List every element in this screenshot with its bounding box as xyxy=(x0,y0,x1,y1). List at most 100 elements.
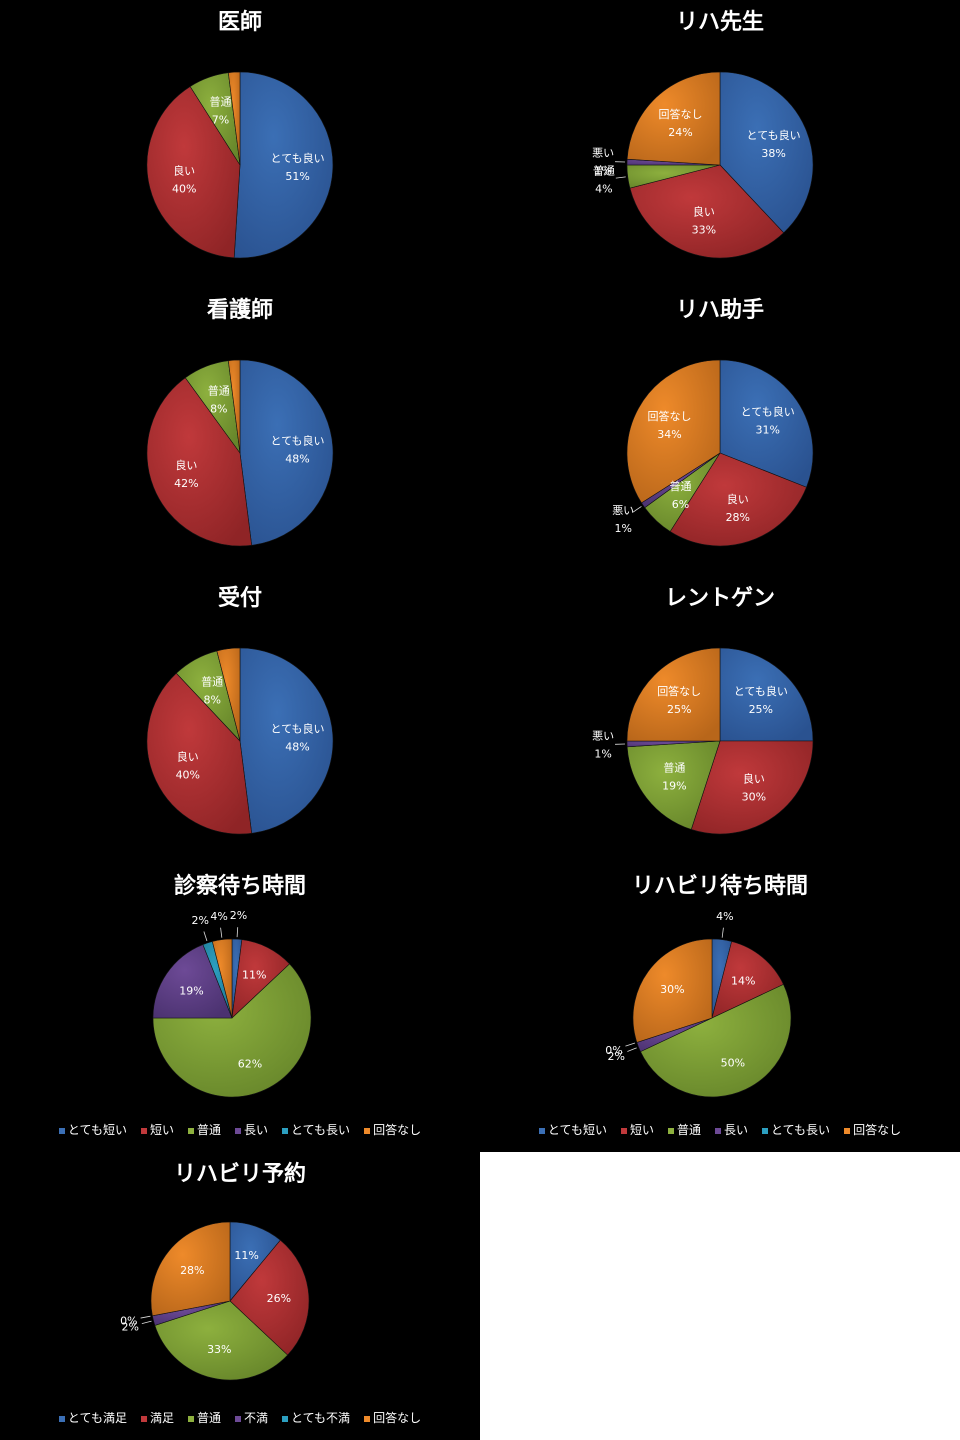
legend-swatch xyxy=(235,1127,241,1134)
pie-slice xyxy=(229,1239,310,1356)
pie-slice xyxy=(239,647,334,834)
slice-label: 2% xyxy=(191,914,208,927)
legend-label: 回答なし xyxy=(373,1411,422,1425)
legend-entry: 普通 xyxy=(667,1121,701,1138)
slice-label: 2% xyxy=(607,1050,624,1063)
legend-swatch xyxy=(762,1127,769,1134)
legend-entry: 短い xyxy=(140,1121,174,1138)
slice-label: 28% xyxy=(726,511,750,524)
slice-label: 8% xyxy=(203,694,220,707)
slice-label: とても良い xyxy=(270,433,324,447)
leader-line xyxy=(615,176,626,179)
chart-title: 医師 xyxy=(217,10,262,35)
slice-label: 良い xyxy=(175,458,197,472)
pie-chart: とても良い 48% 良い 40% 普通 8% xyxy=(146,647,334,835)
chart-title: リハビリ待ち時間 xyxy=(631,874,808,899)
slice-label: 24% xyxy=(668,126,692,139)
slice-label: 良い xyxy=(177,750,199,764)
slice-label: 回答なし xyxy=(657,684,701,698)
pie-slice xyxy=(150,1221,231,1317)
pie-slice xyxy=(239,359,334,546)
slice-label: 8% xyxy=(210,402,227,415)
legend-label: 長い xyxy=(724,1123,749,1137)
pie-slice xyxy=(146,672,252,835)
leader-line xyxy=(220,927,223,938)
slice-label: 11% xyxy=(234,1249,258,1262)
chart-title: 看護師 xyxy=(206,298,273,323)
chart-title: 受付 xyxy=(217,586,262,611)
leader-line xyxy=(625,1042,636,1047)
pie-chart: 11% 26% 33% 2%0% 28% xyxy=(120,1221,310,1381)
slice-label: 48% xyxy=(285,452,309,465)
leader-line xyxy=(721,927,724,938)
chart-panel: とても良い 48% 良い 40% 普通 8% 受付 xyxy=(0,576,480,864)
legend-entry: とても不満 xyxy=(282,1409,350,1426)
legend-entry: とても長い xyxy=(762,1121,830,1138)
slice-label: とても良い xyxy=(270,721,324,735)
legend-swatch xyxy=(715,1127,721,1134)
chart-title: リハ助手 xyxy=(675,298,764,323)
pie-chart: 2% 11% 62% 19% 2% 4% xyxy=(152,909,312,1098)
slice-label: 40% xyxy=(176,769,200,782)
legend-label: とても短い xyxy=(67,1123,127,1137)
slice-label: 26% xyxy=(267,1292,291,1305)
slice-label: 34% xyxy=(657,428,681,441)
legend-entry: 普通 xyxy=(187,1121,221,1138)
legend-swatch xyxy=(235,1415,241,1422)
slice-label: 25% xyxy=(667,703,691,716)
slice-label: 11% xyxy=(242,968,266,981)
slice-label: 38% xyxy=(761,147,785,160)
legend-swatch xyxy=(58,1127,65,1134)
chart-panel: とても良い 51% 良い 40% 普通 7% 医師 xyxy=(0,0,480,288)
legend-label: 短い xyxy=(629,1123,654,1137)
pie-chart: とても良い 31% 良い 28% 普通 6% 悪い 1% 回答なし 34% xyxy=(612,359,814,547)
slice-label: とても良い xyxy=(271,151,325,165)
legend-entry: とても短い xyxy=(58,1121,127,1138)
legend-swatch xyxy=(667,1127,674,1134)
legend-entry: 短い xyxy=(620,1121,654,1138)
slice-label: 良い xyxy=(743,772,765,786)
chart-legend: とても満足 満足 普通 不満 とても不満 回答なし xyxy=(0,1409,480,1426)
legend-entry: とても満足 xyxy=(58,1409,127,1426)
slice-label: 0% xyxy=(120,1314,137,1327)
leader-line xyxy=(627,1047,637,1052)
slice-label: 2% xyxy=(230,909,247,922)
legend-swatch xyxy=(538,1127,545,1134)
pie-slice xyxy=(669,452,807,547)
chart-title: 診察待ち時間 xyxy=(173,874,306,899)
legend-entry: 回答なし xyxy=(844,1121,901,1138)
slice-label: 普通 xyxy=(201,675,223,689)
chart-panel: 11% 26% 33% 2% 0% 28% リハビリ予約 とても満足 満足 普通 不満 とても不満 回答… xyxy=(0,1152,480,1440)
legend-swatch xyxy=(140,1127,147,1134)
pie-slice xyxy=(626,740,721,830)
pie-slice xyxy=(719,647,814,742)
legend-swatch xyxy=(620,1127,627,1134)
legend-label: とても満足 xyxy=(67,1411,127,1425)
pie-slice xyxy=(228,359,241,454)
chart-panel: 2% 11% 62% 19% 2% 4% 診察待ち時間 とても短い 短い 普通 長い とても長い 回答な… xyxy=(0,864,480,1152)
pie-chart: とても良い 38% 良い 33% 普通 4% 悪い 1% 回答なし 24% xyxy=(592,71,814,259)
slice-label: 19% xyxy=(662,779,686,792)
pie-slice xyxy=(154,1300,289,1381)
pie-chart: とても良い 25% 良い 30% 普通 19% 悪い 1% 回答なし 25% xyxy=(592,647,814,835)
legend-entry: 普通 xyxy=(187,1409,221,1426)
slice-label: 42% xyxy=(174,477,198,490)
legend-label: 普通 xyxy=(676,1123,701,1137)
legend-entry: 長い xyxy=(715,1121,748,1138)
slice-label: 6% xyxy=(672,498,689,511)
slice-label: 62% xyxy=(238,1058,262,1071)
pie-slice xyxy=(719,71,814,234)
slice-label: 普通 xyxy=(208,383,230,397)
slice-label: 悪い xyxy=(592,730,614,743)
legend-entry: 不満 xyxy=(235,1409,268,1426)
pie-chart: とても良い 48% 良い 42% 普通 8% xyxy=(146,359,334,547)
pie-slice xyxy=(233,71,334,259)
pie-slice xyxy=(626,647,721,742)
legend-swatch xyxy=(282,1127,289,1134)
legend-label: 回答なし xyxy=(853,1123,902,1137)
legend-swatch xyxy=(844,1127,851,1134)
slice-label: 0% xyxy=(605,1044,622,1057)
slice-label: 回答なし xyxy=(648,409,692,423)
slice-label: 良い xyxy=(173,163,195,177)
legend-label: 不満 xyxy=(244,1411,269,1425)
